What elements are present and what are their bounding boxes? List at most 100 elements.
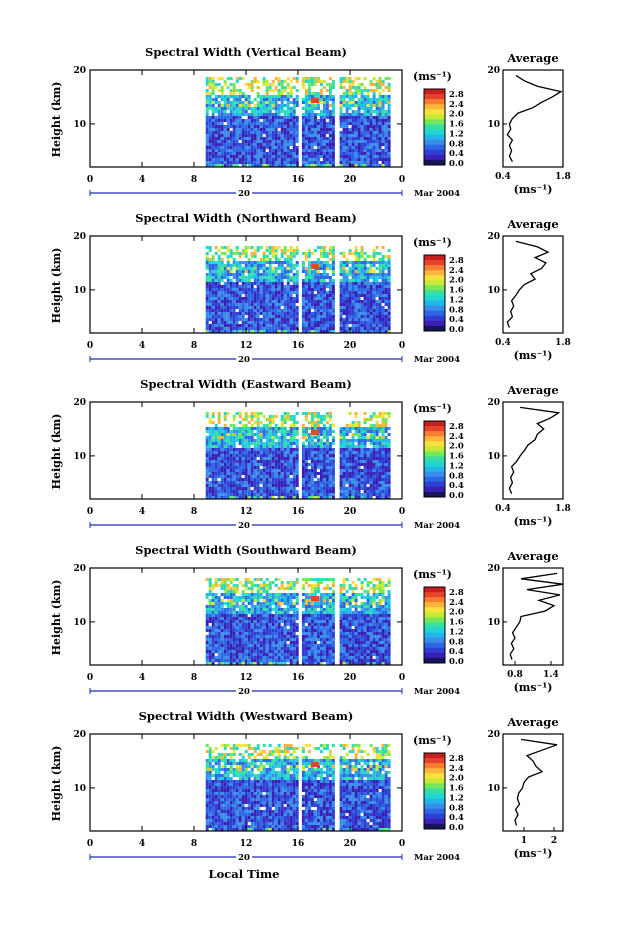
heatmap-cell xyxy=(387,451,391,454)
heatmap-cell xyxy=(265,104,269,107)
heatmap-cell xyxy=(307,116,311,119)
colorbar-tick-label: 2.8 xyxy=(449,422,464,432)
heatmap-cell xyxy=(301,478,305,481)
heatmap-cell xyxy=(348,249,352,252)
heatmap-cell xyxy=(292,596,296,599)
heatmap-cell xyxy=(274,478,278,481)
heatmap-cell xyxy=(369,294,373,297)
heatmap-cell xyxy=(229,89,233,92)
heatmap-cell xyxy=(319,306,323,309)
heatmap-cell xyxy=(277,490,281,493)
heatmap-cell xyxy=(211,466,215,469)
heatmap-cell xyxy=(313,481,317,484)
heatmap-cell xyxy=(226,134,230,137)
heatmap-cell xyxy=(232,137,236,140)
heatmap-cell xyxy=(342,137,346,140)
heatmap-cell xyxy=(369,89,373,92)
heatmap-cell xyxy=(229,590,233,593)
heatmap-cell xyxy=(244,599,248,602)
heatmap-cell xyxy=(280,487,284,490)
heatmap-cell xyxy=(357,433,361,436)
heatmap-cell xyxy=(339,445,343,448)
heatmap-cell xyxy=(348,412,352,415)
avg-frame xyxy=(502,69,564,168)
heatmap-cell xyxy=(235,300,239,303)
heatmap-cell xyxy=(235,412,239,415)
heatmap-cell xyxy=(217,421,221,424)
heatmap-cell xyxy=(292,155,296,158)
heatmap-cell xyxy=(339,122,343,125)
heatmap-cell xyxy=(223,116,227,119)
heatmap-cell xyxy=(253,578,257,581)
heatmap-cell xyxy=(301,279,305,282)
colorbar-swatch xyxy=(424,114,445,120)
heatmap-cell xyxy=(232,131,236,134)
heatmap-cell xyxy=(208,119,212,122)
heatmap-cell xyxy=(268,249,272,252)
heatmap-cell xyxy=(283,487,287,490)
heatmap-cell xyxy=(205,300,209,303)
heatmap-cell xyxy=(345,152,349,155)
heatmap-cell xyxy=(214,469,218,472)
heatmap-cell xyxy=(262,128,266,131)
heatmap-cell xyxy=(283,143,287,146)
heatmap-cell xyxy=(247,493,251,496)
heatmap-cell xyxy=(360,469,364,472)
colorbar-swatch xyxy=(424,325,445,332)
heatmap-cell xyxy=(262,158,266,161)
heatmap-cell xyxy=(313,451,317,454)
heatmap-cell xyxy=(301,496,305,499)
heatmap-cell xyxy=(387,439,391,442)
heatmap-cell xyxy=(211,493,215,496)
heatmap-cell xyxy=(354,134,358,137)
heatmap-cell xyxy=(354,273,358,276)
heatmap-cell xyxy=(375,110,379,113)
heatmap-cell xyxy=(378,119,382,122)
heatmap-cell xyxy=(241,318,245,321)
heatmap-cell xyxy=(372,427,376,430)
heatmap-cell xyxy=(342,255,346,258)
heatmap-cell xyxy=(319,95,323,98)
heatmap-cell xyxy=(304,315,308,318)
heatmap-cell xyxy=(283,252,287,255)
heatmap-cell xyxy=(310,472,314,475)
heatmap-cell xyxy=(283,460,287,463)
heatmap-cell xyxy=(387,258,391,261)
heatmap-cell xyxy=(268,122,272,125)
heatmap-cell xyxy=(214,261,218,264)
heatmap-cell xyxy=(331,324,335,327)
heatmap-cell xyxy=(301,448,305,451)
heatmap-cell xyxy=(268,475,272,478)
heatmap-cell xyxy=(316,158,320,161)
heatmap-cell xyxy=(211,469,215,472)
heatmap-cell xyxy=(301,113,305,116)
heatmap-cell xyxy=(292,288,296,291)
heatmap-cell xyxy=(354,267,358,270)
heatmap-cell xyxy=(310,442,314,445)
heatmap-cell xyxy=(253,478,257,481)
heatmap-cell xyxy=(345,451,349,454)
heatmap-cell xyxy=(286,469,290,472)
heatmap-cell xyxy=(262,590,266,593)
heatmap-cell xyxy=(208,581,212,584)
heatmap-cell xyxy=(325,421,329,424)
heatmap-cell xyxy=(325,475,329,478)
heatmap-cell xyxy=(244,581,248,584)
heatmap-cell xyxy=(262,312,266,315)
heatmap-cell xyxy=(214,164,218,167)
heatmap-cell xyxy=(360,143,364,146)
heatmap-cell xyxy=(348,80,352,83)
heatmap-cell xyxy=(339,83,343,86)
heatmap-cell xyxy=(238,493,242,496)
heatmap-cell xyxy=(235,303,239,306)
heatmap-cell xyxy=(247,315,251,318)
heatmap-cell xyxy=(247,324,251,327)
heatmap-cell xyxy=(381,116,385,119)
heatmap-cell xyxy=(322,318,326,321)
heatmap-cell xyxy=(211,146,215,149)
heatmap-cell xyxy=(205,315,209,318)
heatmap-cell xyxy=(295,155,299,158)
heatmap-cell xyxy=(295,164,299,167)
heatmap-cell xyxy=(351,421,355,424)
heatmap-cell xyxy=(366,273,370,276)
